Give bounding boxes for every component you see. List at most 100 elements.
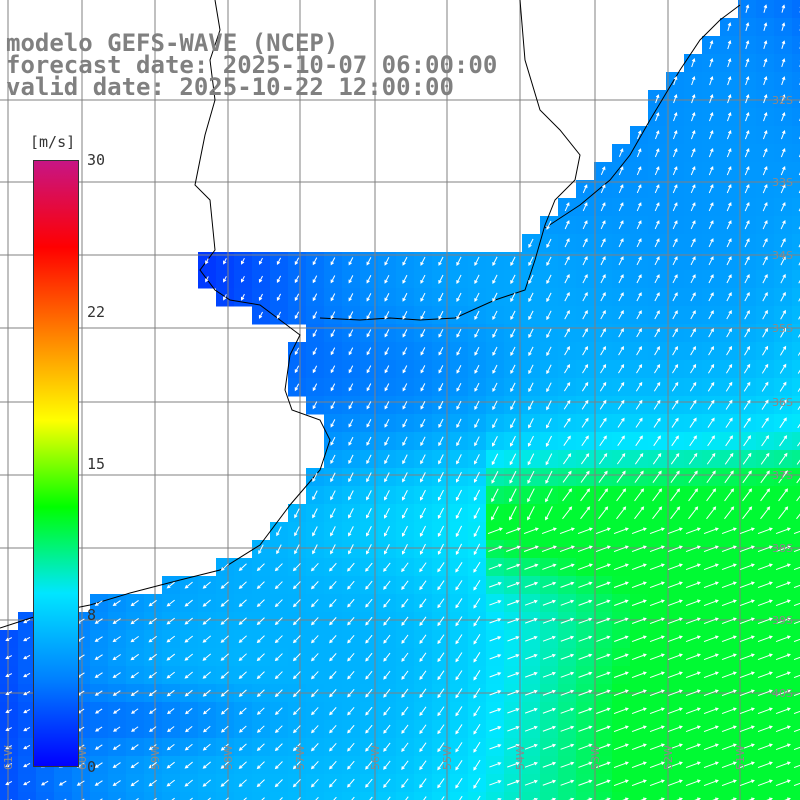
wind-arrow xyxy=(94,636,103,642)
wind-arrow xyxy=(94,690,103,696)
wind-arrow xyxy=(473,507,481,520)
wind-arrow xyxy=(365,778,373,788)
wind-arrow xyxy=(618,328,624,338)
lon-label: 55W xyxy=(441,745,454,770)
wind-arrow xyxy=(419,670,427,680)
wind-arrow xyxy=(384,347,390,356)
wind-arrow xyxy=(294,526,300,537)
wind-cell xyxy=(792,72,800,91)
wind-cell xyxy=(450,792,469,800)
wind-arrow xyxy=(582,292,588,302)
wind-cell xyxy=(792,126,800,145)
wind-arrow xyxy=(725,399,733,410)
wind-arrow xyxy=(506,581,521,588)
wind-arrow xyxy=(256,617,265,626)
forecast-date: forecast date: 2025-10-07 06:00:00 xyxy=(6,51,498,79)
wind-arrow xyxy=(311,707,319,716)
wind-arrow xyxy=(384,454,390,465)
wind-arrow xyxy=(672,310,678,320)
wind-arrow xyxy=(559,545,575,553)
wind-arrow xyxy=(506,545,521,552)
wind-arrow xyxy=(706,488,717,502)
wind-arrow xyxy=(348,544,354,555)
wind-arrow xyxy=(401,742,409,752)
wind-arrow xyxy=(348,490,354,501)
wind-arrow xyxy=(596,779,611,786)
wind-cell xyxy=(792,468,800,487)
wind-cell xyxy=(792,18,800,37)
wind-arrow xyxy=(528,274,534,285)
wind-arrow xyxy=(685,779,701,787)
wind-arrow xyxy=(402,256,408,266)
wind-arrow xyxy=(510,346,516,357)
wind-arrow xyxy=(419,724,427,735)
wind-arrow xyxy=(365,724,373,734)
wind-arrow xyxy=(721,527,737,535)
wind-arrow xyxy=(564,346,570,356)
wind-arrow xyxy=(562,506,573,520)
wind-arrow xyxy=(667,671,683,679)
wind-arrow xyxy=(745,93,750,104)
wind-arrow xyxy=(793,638,800,643)
wind-arrow xyxy=(600,220,606,230)
wind-arrow xyxy=(780,309,786,320)
wind-arrow xyxy=(613,563,629,571)
wind-arrow xyxy=(617,435,625,447)
wind-cell xyxy=(0,792,19,800)
wind-arrow xyxy=(578,779,593,786)
wind-arrow xyxy=(721,779,737,787)
wind-arrow xyxy=(685,743,701,751)
wind-arrow xyxy=(365,670,373,680)
wind-arrow xyxy=(312,544,318,555)
wind-arrow xyxy=(721,725,737,733)
wind-arrow xyxy=(420,401,426,410)
wind-arrow xyxy=(582,256,588,266)
wind-arrow xyxy=(708,345,714,356)
wind-arrow xyxy=(366,454,372,465)
wind-cell xyxy=(558,792,577,800)
wind-arrow xyxy=(348,347,354,356)
wind-arrow xyxy=(744,256,750,266)
wind-arrow xyxy=(274,635,283,644)
wind-arrow xyxy=(348,419,354,428)
wind-arrow xyxy=(366,275,372,284)
wind-cell xyxy=(234,792,253,800)
wind-arrow xyxy=(383,670,391,680)
wind-cell xyxy=(792,342,800,361)
wind-arrow xyxy=(238,779,247,788)
wind-arrow xyxy=(618,292,624,302)
wind-arrow xyxy=(542,599,557,606)
wind-arrow xyxy=(420,310,426,320)
wind-arrow xyxy=(505,527,521,535)
wind-arrow xyxy=(312,311,318,320)
wind-arrow xyxy=(202,707,211,715)
colorbar xyxy=(33,160,79,767)
wind-arrow xyxy=(793,692,800,697)
wind-arrow xyxy=(667,689,683,697)
wind-arrow xyxy=(613,671,629,678)
wind-arrow xyxy=(401,634,409,644)
wind-arrow xyxy=(401,688,409,698)
wind-arrow xyxy=(739,707,755,715)
wind-arrow xyxy=(654,274,660,284)
wind-arrow xyxy=(596,653,611,660)
wind-arrow xyxy=(545,435,552,447)
wind-arrow xyxy=(781,4,786,13)
wind-arrow xyxy=(509,506,517,521)
wind-arrow xyxy=(402,292,408,302)
wind-arrow xyxy=(473,579,481,591)
wind-arrow xyxy=(595,545,611,553)
wind-arrow xyxy=(202,653,212,661)
wind-arrow xyxy=(256,689,265,698)
wind-arrow xyxy=(596,689,611,696)
wind-arrow xyxy=(330,329,336,338)
wind-arrow xyxy=(348,454,354,465)
wind-arrow xyxy=(365,616,373,626)
wind-arrow xyxy=(112,780,121,787)
wind-arrow xyxy=(631,581,647,589)
wind-cell xyxy=(792,270,800,289)
wind-arrow xyxy=(542,563,557,570)
wind-arrow xyxy=(112,600,121,607)
wind-arrow xyxy=(402,436,408,447)
wind-arrow xyxy=(690,202,696,212)
